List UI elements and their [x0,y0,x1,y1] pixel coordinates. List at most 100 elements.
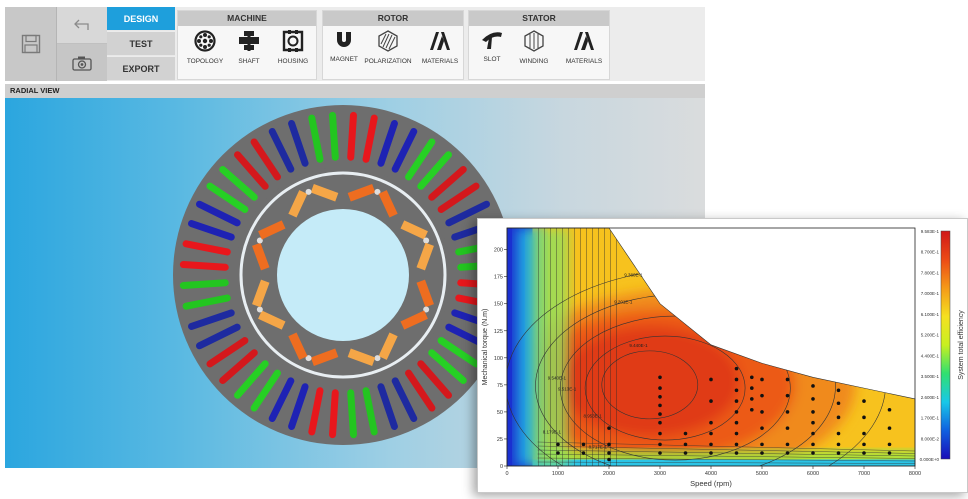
stator-winding-coil[interactable] [377,119,398,167]
housing-tool[interactable]: HOUSING [266,30,320,65]
stator-winding-coil[interactable] [391,377,418,422]
operating-point [658,403,662,408]
stator-winding-coil[interactable] [405,138,436,181]
rotor-magnet[interactable] [288,190,308,218]
efficiency-map-window[interactable]: 9.380E-1 9.201E-1 9.440E-1 9.540E-1 9.513E-1… [477,218,968,493]
slot-tool[interactable]: SLOT [465,30,519,63]
rotor-magnet[interactable] [258,220,286,240]
stator-winding-coil[interactable] [196,323,241,350]
stator-winding-coil[interactable] [437,337,480,368]
rotor-materials-label: MATERIALS [421,58,459,65]
operating-point [750,397,754,401]
x-tick-label: 6000 [807,471,819,477]
stator-winding-coil[interactable] [268,377,295,422]
stator-winding-coil[interactable] [437,182,480,213]
export-tab[interactable]: EXPORT [107,57,175,81]
stator-winding-coil[interactable] [206,337,249,368]
stator-winding-coil[interactable] [405,369,436,412]
shaft-tool[interactable]: SHAFT [222,30,276,65]
contour-label: 9.201E-1 [614,300,633,305]
test-tab[interactable]: TEST [107,32,175,56]
rotor-magnet[interactable] [400,310,428,330]
stator-winding-coil[interactable] [288,119,309,167]
rotor-magnet[interactable] [310,184,339,202]
topology-label: TOPOLOGY [186,58,224,65]
design-tab[interactable]: DESIGN [107,7,175,31]
rotor-magnet[interactable] [288,332,308,360]
stator-winding-coil[interactable] [234,151,269,190]
stator-winding-coil[interactable] [362,114,378,163]
stator-winding-coil[interactable] [347,111,357,161]
stator-winding-coil[interactable] [234,360,269,399]
stator-winding-coil[interactable] [187,309,235,330]
polarization-tool[interactable]: POLARIZATION [361,30,415,65]
rotor-magnet[interactable] [416,279,434,308]
operating-point [760,442,764,447]
stator-winding-coil[interactable] [182,240,231,256]
operating-point [750,407,754,412]
undo-button[interactable] [57,7,107,44]
slot-icon [482,32,502,49]
rotor-materials-tool[interactable]: MATERIALS [413,30,467,65]
stator-winding-coil[interactable] [308,387,324,436]
topology-tool[interactable]: TOPOLOGY [178,30,232,65]
housing-label: HOUSING [277,58,309,65]
rotor-magnet[interactable] [378,332,398,360]
rotor-magnet[interactable] [258,310,286,330]
operating-point [836,451,841,455]
stator-winding-coil[interactable] [219,166,258,201]
stator-winding-coil[interactable] [445,200,490,227]
magnet-tool[interactable]: MAGNET [317,30,371,63]
stator-winding-coil[interactable] [179,261,229,271]
rotor-magnet[interactable] [310,348,339,366]
stator-winding-coil[interactable] [268,128,295,173]
stator-winding-coil[interactable] [250,138,281,181]
stator-winding-coil[interactable] [417,360,452,399]
stator-winding-coil[interactable] [308,114,324,163]
stator-winding-coil[interactable] [362,387,378,436]
winding-icon [524,30,544,52]
stator-winding-coil[interactable] [250,369,281,412]
stator-winding-coil[interactable] [347,389,357,439]
operating-point [811,451,815,455]
winding-tool[interactable]: WINDING [507,30,561,65]
stator-winding-coil[interactable] [428,166,467,201]
colorbar-tick-label: 8.700E-1 [921,250,940,255]
operating-point [658,386,662,390]
rotor-magnet[interactable] [347,184,376,202]
stator-materials-tool[interactable]: MATERIALS [557,30,611,65]
stator-winding-coil[interactable] [417,151,452,190]
stator-winding-coil[interactable] [196,200,241,227]
rotor-magnet[interactable] [252,279,270,308]
stator-winding-coil[interactable] [206,182,249,213]
rotor-magnet[interactable] [378,190,398,218]
stator-winding-coil[interactable] [391,128,418,173]
operating-point [683,442,688,447]
operating-point [887,451,892,455]
stator-winding-coil[interactable] [219,349,258,384]
colorbar-tick-label: 6.100E-1 [921,312,940,317]
rotor-magnet[interactable] [416,242,434,271]
operating-point [683,451,688,455]
stator-winding-coil[interactable] [179,279,229,289]
efficiency-contour [537,449,915,457]
stator-winding-coil[interactable] [329,111,339,161]
stator-winding-coil[interactable] [187,220,235,241]
efficiency-contour [537,453,915,459]
y-tick-label: 200 [494,248,503,254]
stator-winding-coil[interactable] [329,389,339,439]
colorbar-tick-label: 0.000E+0 [920,457,940,462]
rotor-bore [277,209,409,341]
save-button[interactable] [5,7,57,81]
motor-cross-section[interactable] [5,98,705,468]
stator-winding-coil[interactable] [377,383,398,431]
rotor-magnet[interactable] [400,220,428,240]
stator-winding-coil[interactable] [428,349,467,384]
stator-winding-coil[interactable] [288,383,309,431]
operating-point [811,431,815,436]
rotor-magnet[interactable] [252,242,270,271]
screenshot-button[interactable] [57,44,107,81]
operating-point [785,451,790,455]
rotor-magnet[interactable] [347,348,376,366]
stator-winding-coil[interactable] [182,294,231,310]
